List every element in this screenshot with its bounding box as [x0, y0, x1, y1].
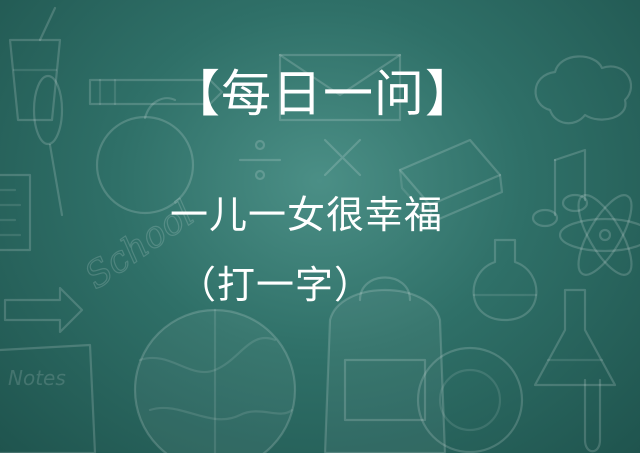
wheel-icon — [416, 346, 524, 453]
globe-icon — [133, 308, 297, 453]
test-tube-icon — [583, 378, 602, 453]
speech-cloud-icon — [534, 55, 632, 125]
riddle-hint: （打一字） — [178, 263, 374, 307]
ruler-icon — [0, 173, 32, 252]
pencil-icon — [88, 78, 224, 106]
spoon-icon — [32, 74, 64, 217]
notes-chalk-text: Notes — [8, 366, 66, 390]
cup-icon — [8, 6, 62, 122]
envelope-icon — [278, 53, 402, 122]
books-icon — [398, 138, 504, 224]
notes-book-icon: Notes — [0, 343, 97, 453]
arrow-icon — [3, 286, 84, 334]
flask-icon — [472, 238, 538, 322]
atom-icon — [558, 194, 640, 276]
apple-icon — [95, 97, 195, 215]
music-note-icon — [531, 148, 589, 228]
division-sign-icon — [238, 139, 282, 181]
page-title: 【每日一问】 — [170, 65, 476, 123]
erlenmeyer-flask-icon — [533, 288, 617, 387]
multiply-sign-icon — [323, 138, 362, 177]
riddle-text: 一儿一女很幸福 — [170, 193, 444, 237]
backpack-icon — [323, 276, 447, 453]
